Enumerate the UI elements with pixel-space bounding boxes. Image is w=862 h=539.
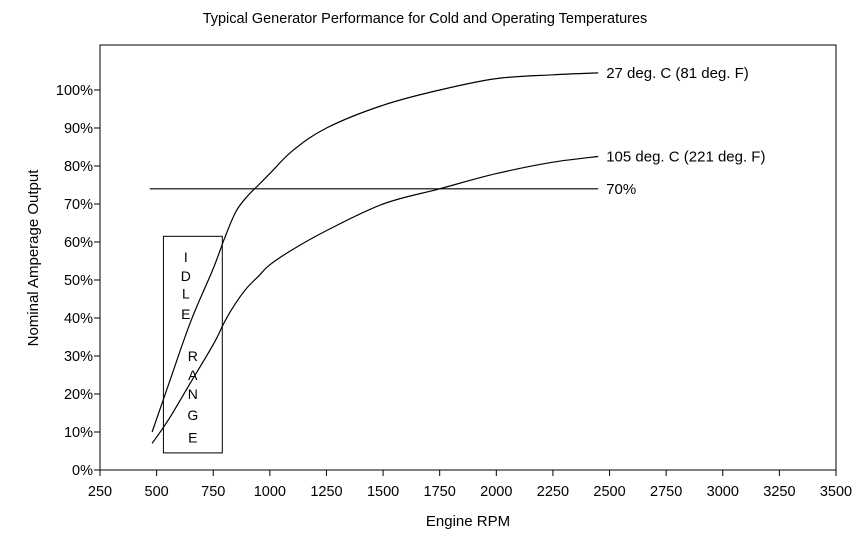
y-tick-label: 10%	[64, 425, 93, 441]
idle-range-box	[162, 235, 223, 454]
series-line	[151, 72, 599, 433]
x-tick-label: 1500	[367, 484, 399, 500]
y-tick-label: 90%	[64, 121, 93, 137]
x-tick-label: 2250	[537, 484, 569, 500]
series-label: 27 deg. C (81 deg. F)	[606, 65, 749, 82]
series-layer: 27 deg. C (81 deg. F) 105 deg. C (221 deg…	[149, 65, 765, 444]
x-tick-label: 2750	[650, 484, 682, 500]
y-tick-label: 20%	[64, 387, 93, 403]
y-tick-label: 80%	[64, 159, 93, 175]
y-axis-label: Nominal Amperage Output	[25, 169, 42, 347]
y-tick-label: 100%	[56, 83, 93, 99]
y-tick-label: 60%	[64, 235, 93, 251]
idle-range-letter: D	[181, 268, 191, 284]
series-line	[151, 155, 599, 444]
x-axis: 250 500 750 1000 1250 1500 1750 2000 2250 2500 275…	[88, 470, 852, 500]
idle-range-letter: I	[184, 249, 188, 265]
idle-range-letter: A	[188, 367, 198, 383]
x-tick-label: 750	[201, 484, 225, 500]
x-tick-label: 2000	[480, 484, 512, 500]
y-axis: 0% 10% 20% 30% 40% 50% 60% 70% 80% 90% 100%	[56, 83, 100, 479]
idle-range-letter: N	[188, 386, 198, 402]
series-label: 105 deg. C (221 deg. F)	[606, 149, 765, 166]
chart-title: Typical Generator Performance for Cold a…	[203, 11, 648, 27]
x-tick-label: 3250	[763, 484, 795, 500]
x-tick-label: 250	[88, 484, 112, 500]
idle-range-letter: G	[187, 407, 198, 423]
y-tick-label: 0%	[72, 463, 93, 479]
plot-frame	[99, 44, 837, 471]
series-label: 70%	[606, 181, 636, 198]
x-tick-label: 500	[145, 484, 169, 500]
x-tick-label: 3000	[707, 484, 739, 500]
y-tick-label: 50%	[64, 273, 93, 289]
x-tick-label: 2500	[593, 484, 625, 500]
x-tick-label: 3500	[820, 484, 852, 500]
x-tick-label: 1250	[310, 484, 342, 500]
idle-range-letter: E	[188, 430, 197, 446]
x-tick-label: 1750	[424, 484, 456, 500]
idle-range-letter: R	[188, 348, 198, 364]
y-tick-label: 30%	[64, 349, 93, 365]
x-tick-label: 1000	[254, 484, 286, 500]
idle-range-letter: E	[181, 306, 190, 322]
y-tick-label: 40%	[64, 311, 93, 327]
y-tick-label: 70%	[64, 197, 93, 213]
idle-range-letter: L	[182, 285, 190, 301]
x-axis-label: Engine RPM	[426, 513, 510, 530]
